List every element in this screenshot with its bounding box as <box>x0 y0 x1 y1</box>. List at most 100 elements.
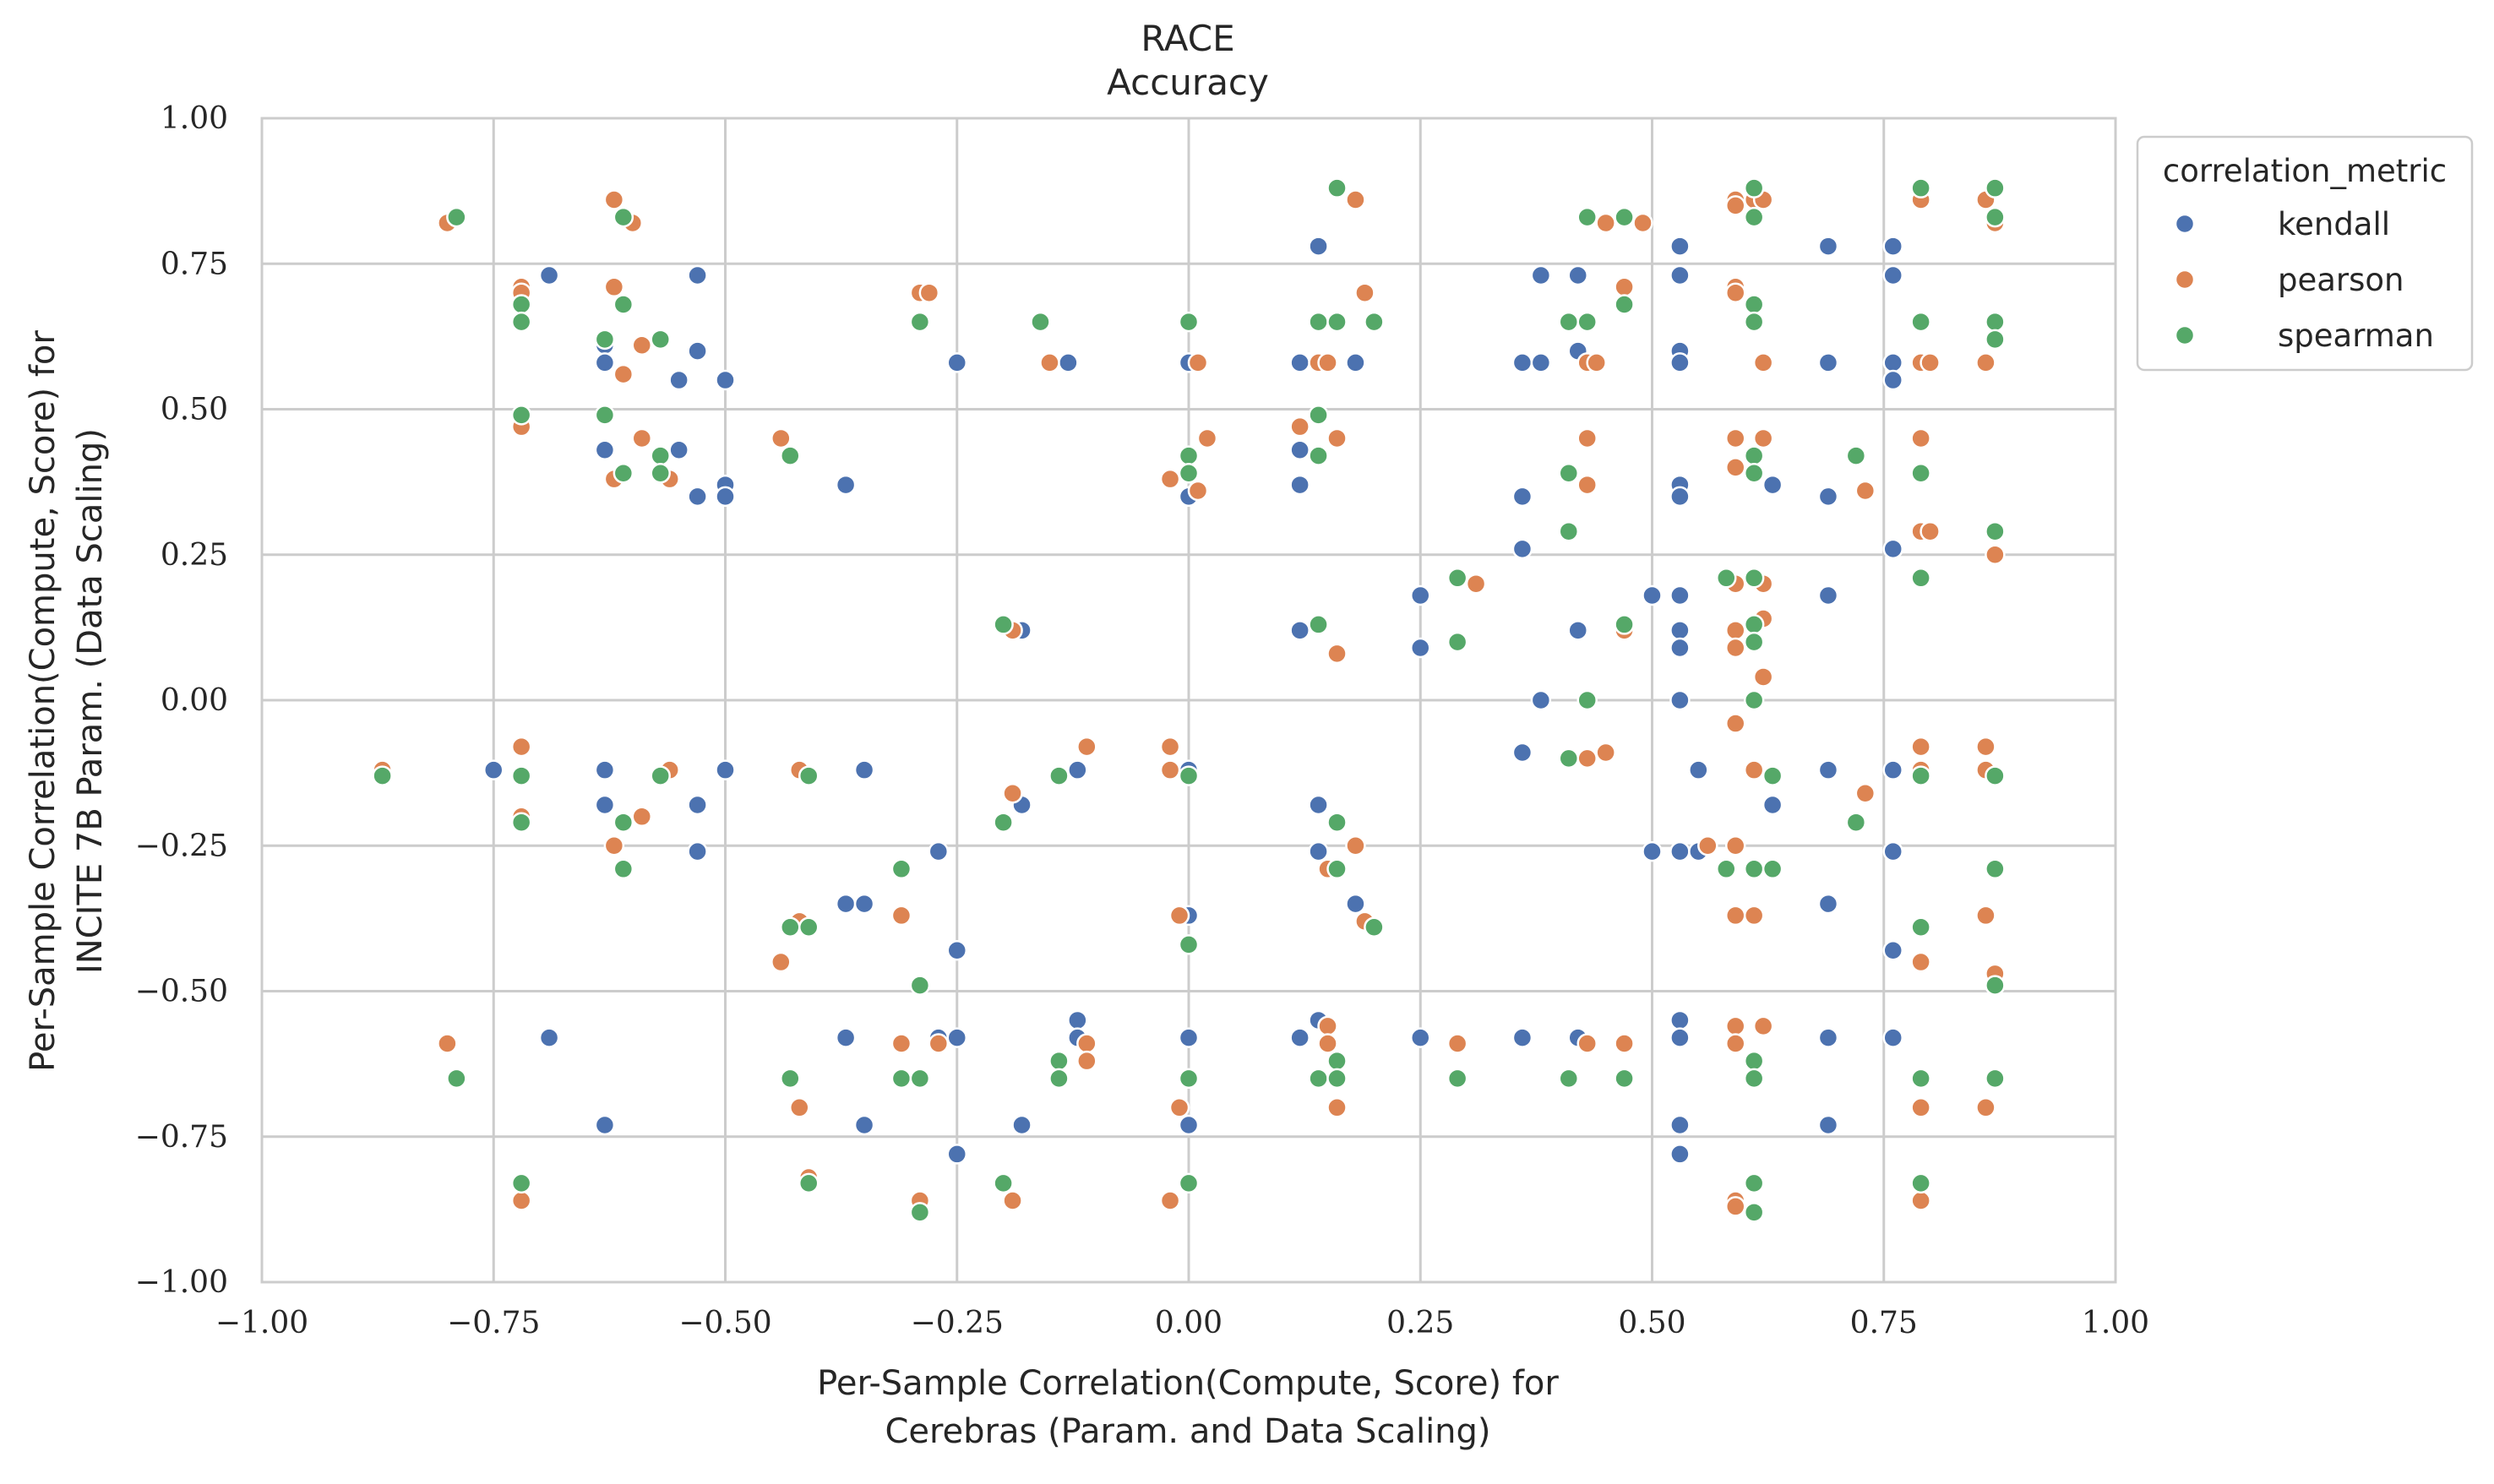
pearson-point <box>1168 1097 1190 1118</box>
kendall-point <box>1308 794 1329 816</box>
kendall-point <box>1067 1009 1088 1031</box>
kendall-point <box>594 1114 616 1136</box>
kendall-point <box>1688 759 1709 780</box>
pearson-point <box>1975 1097 1996 1118</box>
kendall-point <box>1178 1114 1200 1136</box>
pearson-point <box>1854 480 1876 502</box>
spearman-point <box>650 329 671 351</box>
spearman-point <box>1576 689 1598 711</box>
pearson-point <box>1576 427 1598 449</box>
pearson-point <box>771 951 792 973</box>
pearson-point <box>437 1033 458 1054</box>
kendall-point <box>1669 840 1691 862</box>
kendall-point <box>1669 1114 1691 1136</box>
spearman-point <box>1743 858 1765 880</box>
pearson-point <box>1595 742 1616 764</box>
pearson-point <box>1752 352 1774 373</box>
spearman-point <box>1985 765 2006 786</box>
kendall-point <box>1530 352 1552 373</box>
pearson-point <box>1724 457 1746 478</box>
chart-subtitle: Accuracy <box>1107 62 1269 103</box>
plot-frame <box>260 117 2117 1284</box>
kendall-point <box>835 474 857 496</box>
spearman-point <box>1576 206 1598 228</box>
kendall-point <box>1817 236 1839 257</box>
spearman-point <box>1178 311 1200 333</box>
spearman-point <box>1326 1068 1348 1090</box>
kendall-point <box>1669 264 1691 286</box>
spearman-point <box>613 463 634 484</box>
spearman-point <box>1743 463 1765 484</box>
spearman-point <box>1985 206 2006 228</box>
spearman-point <box>1985 520 2006 542</box>
spearman-point <box>1985 177 2006 198</box>
y-tick-label: 0.00 <box>161 683 228 718</box>
pearson-point <box>1586 352 1607 373</box>
pearson-point <box>1975 352 1996 373</box>
kendall-point <box>538 1027 560 1048</box>
spearman-point <box>909 311 931 333</box>
spearman-point <box>613 812 634 833</box>
kendall-point <box>1762 474 1783 496</box>
kendall-point <box>1669 620 1691 641</box>
y-tick-label: −1.00 <box>135 1265 228 1300</box>
spearman-point <box>1985 1068 2006 1090</box>
pearson-point <box>1317 1015 1338 1037</box>
spearman-point <box>650 765 671 786</box>
x-tick-label: −0.75 <box>447 1306 540 1340</box>
spearman-point <box>1576 311 1598 333</box>
kendall-point <box>1669 584 1691 606</box>
pearson-point <box>1576 747 1598 769</box>
pearson-point <box>1002 782 1023 804</box>
spearman-point <box>890 858 912 880</box>
spearman-point <box>1743 294 1765 315</box>
pearson-point <box>1039 352 1060 373</box>
spearman-point <box>510 294 532 315</box>
spearman-point <box>1743 631 1765 653</box>
pearson-point <box>1076 1050 1097 1072</box>
pearson-point <box>1168 905 1190 927</box>
spearman-point <box>1326 812 1348 833</box>
spearman-point <box>510 1172 532 1194</box>
spearman-point <box>890 1068 912 1090</box>
pearson-point <box>1724 427 1746 449</box>
legend-marker-spearman <box>2174 324 2196 346</box>
pearson-point <box>1910 1097 1931 1118</box>
spearman-point <box>1845 445 1867 466</box>
spearman-point <box>909 1202 931 1223</box>
pearson-point <box>771 427 792 449</box>
kendall-point <box>1817 893 1839 915</box>
spearman-point <box>510 405 532 426</box>
pearson-point <box>510 1190 532 1211</box>
spearman-point <box>798 765 820 786</box>
pearson-point <box>789 1097 810 1118</box>
pearson-point <box>1326 643 1348 665</box>
pearson-point <box>1743 759 1765 780</box>
x-tick-label: −0.25 <box>911 1306 1004 1340</box>
kendall-point <box>1567 620 1588 641</box>
kendall-point <box>946 352 967 373</box>
pearson-point <box>1317 1033 1338 1054</box>
series-spearman <box>372 177 2006 1223</box>
pearson-point <box>1910 427 1931 449</box>
pearson-point <box>1724 1015 1746 1037</box>
spearman-point <box>372 765 393 786</box>
spearman-point <box>909 1068 931 1090</box>
spearman-point <box>1743 568 1765 589</box>
pearson-point <box>631 806 653 828</box>
kendall-point <box>1762 794 1783 816</box>
spearman-point <box>780 445 801 466</box>
pearson-point <box>631 334 653 356</box>
kendall-point <box>1882 840 1903 862</box>
kendall-point <box>1882 236 1903 257</box>
spearman-point <box>594 329 616 351</box>
spearman-point <box>1364 916 1385 938</box>
spearman-point <box>1326 311 1348 333</box>
pearson-point <box>1446 1033 1468 1054</box>
spearman-point <box>1558 1068 1580 1090</box>
pearson-point <box>1975 905 1996 927</box>
spearman-point <box>1178 445 1200 466</box>
kendall-point <box>1817 1114 1839 1136</box>
